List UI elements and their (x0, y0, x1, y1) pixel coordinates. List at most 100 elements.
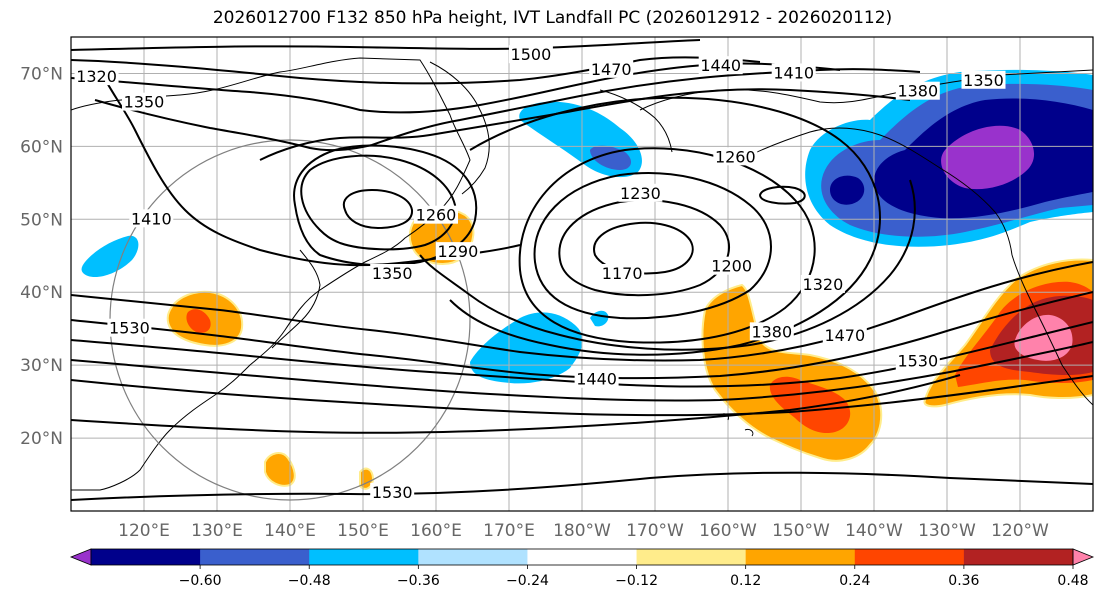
longitude-label: 170°W (626, 521, 684, 541)
contour-label: 1410 (773, 63, 814, 82)
colorbar-tick-label: −0.12 (615, 573, 658, 589)
contour-label: 1530 (372, 483, 413, 502)
contour-label-bg (800, 274, 845, 293)
longitude-label: 160°W (699, 521, 757, 541)
contour-label: 1500 (511, 45, 552, 64)
shade-west-blue (81, 235, 139, 278)
contour-low-east-3 (533, 172, 772, 320)
coast-bering (599, 89, 673, 153)
contour-low-west-2 (342, 188, 413, 230)
contour-label-bg (370, 264, 415, 282)
latitude-label: 50°N (20, 210, 63, 230)
coast-kamchatka (429, 61, 490, 195)
contour-label-bg (589, 59, 634, 78)
map-frame (70, 36, 1094, 512)
contour-label: 1530 (897, 352, 938, 371)
latitude-labels: 70°N 60°N 50°N 40°N 30°N 20°N (20, 64, 63, 449)
contour-label-bg (698, 56, 743, 75)
colorbar-segment (636, 549, 747, 565)
colorbar: −0.60 −0.48 −0.36 −0.24 −0.12 0.12 0.24 0.36 0.4… (69, 548, 1095, 589)
contour-1290 (419, 179, 916, 351)
contour-label: 1350 (963, 71, 1004, 90)
contour-label-bg (508, 45, 553, 64)
latitude-label: 30°N (20, 356, 63, 376)
longitude-label: 130°W (918, 521, 976, 541)
shade-japan-sea-red (186, 309, 211, 333)
contour-label: 1170 (602, 264, 643, 283)
contour-1530-south (71, 471, 1093, 501)
colorbar-tick-label: 0.36 (948, 573, 979, 589)
contour-label: 1440 (576, 370, 617, 389)
coast-japan (271, 249, 321, 349)
contour-label: 1530 (109, 319, 150, 338)
contour-label-bg (895, 81, 940, 100)
contour-label: 1230 (620, 184, 661, 203)
contour-1440-south (71, 321, 1093, 388)
colorbar-segment (91, 549, 201, 565)
contour-labels: 1500 1470 1440 1410 1380 1350 1320 1350 1260 1230… (74, 45, 1006, 502)
contour-label-bg (709, 256, 754, 275)
colorbar-tick-label: −0.24 (506, 573, 549, 589)
colorbar-tick-label: 0.12 (730, 573, 761, 589)
longitude-label: 160°E (410, 521, 462, 541)
longitude-label: 130°E (191, 521, 243, 541)
contour-label: 1350 (372, 264, 413, 283)
contour-label: 1260 (715, 147, 756, 166)
contour-1320 (449, 96, 881, 356)
contour-low-east-2 (558, 199, 730, 297)
contour-label: 1290 (438, 242, 479, 261)
contour-label-bg (895, 351, 940, 370)
longitude-label: 120°E (118, 521, 170, 541)
colorbar-segment (418, 549, 528, 565)
contour-label-bg (961, 70, 1006, 89)
contour-label-bg (771, 63, 816, 82)
contour-label-bg (122, 92, 166, 111)
contour-label-bg (713, 147, 758, 166)
contour-1530-mid (71, 374, 961, 434)
coast-alaska-south (739, 127, 1013, 256)
contour-low-west-3 (293, 144, 478, 267)
colorbar-tick-label: −0.48 (288, 573, 331, 589)
colorbar-segment (854, 549, 965, 565)
contour-cutoff (758, 185, 806, 205)
longitude-label: 140°W (845, 521, 903, 541)
contour-label-bg (574, 369, 619, 388)
contour-label-bg (749, 322, 794, 341)
contour-low-east-4 (518, 147, 816, 344)
longitude-label: 150°E (337, 521, 389, 541)
coast-namerica (1011, 254, 1093, 406)
shade-kamchatka-dark (590, 145, 632, 170)
contour-label-bg (822, 325, 867, 344)
shade-south-orange (264, 452, 375, 490)
contour-label-bg (435, 242, 480, 261)
contour-label: 1410 (131, 209, 172, 228)
contour-label: 1380 (751, 322, 792, 341)
contour-label: 1470 (591, 60, 632, 79)
longitude-label: 120°W (991, 521, 1049, 541)
contour-label: 1200 (711, 257, 752, 276)
contour-label-bg (107, 318, 152, 337)
longitude-label: 140°E (264, 521, 316, 541)
contour-1500 (71, 39, 701, 51)
latitude-label: 70°N (20, 64, 63, 84)
contour-label-bg (414, 205, 458, 224)
colorbar-over-arrow (1072, 548, 1095, 566)
colorbar-segment (309, 549, 419, 565)
longitude-label: 150°W (772, 521, 830, 541)
contour-low-west-1 (300, 154, 457, 251)
latitude-label: 20°N (20, 429, 63, 449)
contour-label-bg (600, 264, 645, 282)
shade-alaska-purple (941, 125, 1035, 190)
contour-label-bg (129, 209, 174, 228)
contour-1380-south (71, 261, 1093, 362)
longitude-labels: 120°E 130°E 140°E 150°E 160°E 170°E 180°W 170°W… (118, 521, 1049, 541)
colorbar-tick-label: −0.60 (179, 573, 222, 589)
map-title: 2026012700 F132 850 hPa height, IVT Land… (212, 8, 893, 28)
contour-label-bg (618, 183, 663, 202)
colorbar-tick-label: 0.24 (839, 573, 870, 589)
contour-label-bg (370, 482, 415, 501)
coast-asia (71, 57, 471, 491)
colorbar-segment (527, 549, 638, 565)
contour-label-bg (74, 67, 119, 86)
